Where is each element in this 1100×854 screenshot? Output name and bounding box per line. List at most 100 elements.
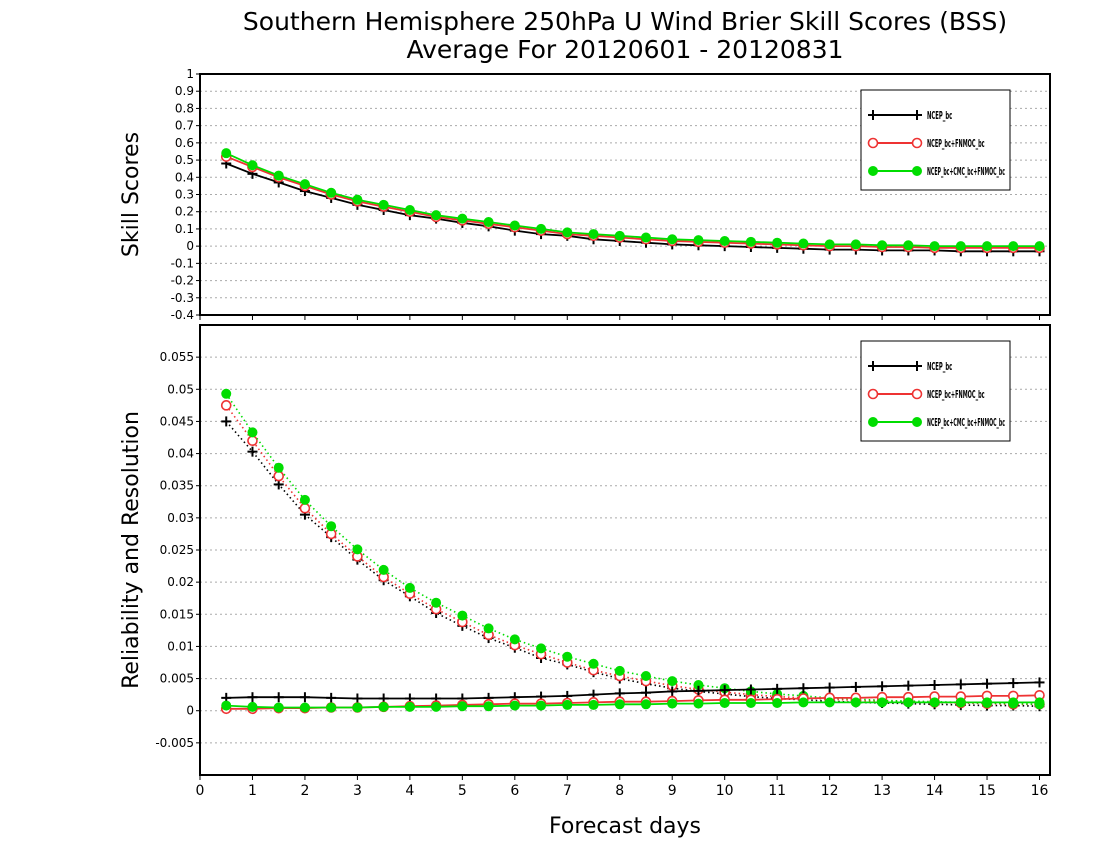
- bot-reliability-point: [562, 699, 573, 710]
- bot-reliability-point: [273, 692, 284, 703]
- top-legend-label: NCEP_bc+CMC_bc+FNMOC_bc: [927, 165, 1005, 178]
- bot-reliability-series-2: [221, 697, 1045, 713]
- bot-reliability-series-0: [221, 677, 1045, 704]
- bot-resolution-point: [247, 427, 258, 438]
- bot-reliability-point: [877, 681, 888, 692]
- bot-xtick-label: 6: [510, 783, 519, 799]
- bot-ytick-label: 0.015: [160, 607, 194, 621]
- top-legend-marker: [912, 166, 922, 176]
- bot-resolution-point: [509, 634, 520, 645]
- top-skill-point: [588, 229, 599, 240]
- top-skill-point: [824, 239, 835, 250]
- bot-ytick-label: 0.025: [160, 543, 194, 557]
- bot-ytick-label: 0.04: [167, 447, 194, 461]
- bot-legend: NCEP_bc NCEP_bc+FNMOC_bc NCEP_bc+CMC_bc+FN…: [860, 340, 1011, 442]
- bot-resolution-point: [457, 610, 468, 621]
- top-legend-label: NCEP_bc: [927, 109, 952, 122]
- bot-xtick-label: 13: [873, 783, 891, 799]
- bot-xtick-label: 9: [668, 783, 677, 799]
- bot-reliability-point: [903, 680, 914, 691]
- bot-reliability-point: [640, 687, 651, 698]
- bot-reliability-point: [378, 701, 389, 712]
- bot-frame: [199, 324, 1051, 776]
- bot-resolution-point: [562, 651, 573, 662]
- top-skill-point: [850, 239, 861, 250]
- bot-resolution-point: [221, 388, 232, 399]
- bot-resolution-point: [221, 416, 232, 427]
- top-skill-point: [640, 232, 651, 243]
- top-legend-box: [860, 89, 1011, 191]
- top-ytick-label: 0.6: [175, 136, 194, 150]
- bot-resolution-point: [483, 623, 494, 634]
- bot-resolution-line-0: [225, 420, 1040, 707]
- bot-reliability-point: [640, 699, 651, 710]
- top-skill-point: [352, 194, 363, 205]
- top-skill-point: [483, 217, 494, 228]
- chart-subtitle: Average For 20120601 - 20120831: [406, 35, 843, 64]
- bot-legend-label: NCEP_bc+FNMOC_bc: [927, 388, 985, 401]
- bot-reliability-point: [299, 692, 310, 703]
- bot-reliability-point: [326, 692, 337, 703]
- top-skill-point: [221, 148, 232, 159]
- bot-ytick-label: -0.005: [155, 736, 194, 750]
- skill-scores-panel: 1 0.9 0.8 0.7 0.6 0.5 0.4 0.3 0.2 0.1 0 -0.1 -0.2 -0.…: [119, 67, 1051, 322]
- bot-reliability-point: [745, 698, 756, 708]
- bot-legend-box: [860, 340, 1011, 442]
- bot-reliability-point: [745, 684, 756, 695]
- bot-resolution-point: [536, 643, 547, 654]
- top-ytick-label: 0.2: [175, 205, 194, 219]
- bot-resolution-line-2: [225, 393, 1040, 706]
- bot-ytick-label: 0.005: [160, 672, 194, 686]
- bot-reliability-point: [719, 685, 730, 696]
- bot-resolution-point: [588, 658, 599, 669]
- bot-resolution-point: [299, 494, 310, 505]
- bot-resolution-point: [378, 564, 389, 575]
- top-ytick-label: 0.3: [175, 188, 194, 202]
- bot-reliability-point: [693, 685, 704, 696]
- bot-resolution-point: [640, 671, 651, 681]
- bot-ytick-label: 0: [186, 704, 194, 718]
- bot-reliability-point: [877, 697, 888, 708]
- top-ytick-label: 0.1: [175, 222, 194, 236]
- bot-legend-marker: [912, 417, 922, 427]
- top-skill-point: [929, 241, 940, 252]
- bot-reliability-point: [798, 697, 809, 708]
- top-skill-point: [299, 179, 310, 190]
- bot-ylabel: Reliability and Resolution: [119, 411, 144, 689]
- bot-resolution-point: [273, 470, 285, 482]
- bot-xtick-label: 2: [300, 783, 309, 799]
- bot-ytick-label: 0.035: [160, 479, 194, 493]
- bot-legend-marker: [868, 361, 878, 371]
- bot-xtick-label: 8: [615, 783, 624, 799]
- bot-reliability-point: [955, 679, 966, 690]
- bot-resolution-point: [247, 435, 258, 447]
- bot-ytick-label: 0.05: [167, 382, 194, 396]
- bot-reliability-point: [299, 702, 310, 713]
- bot-reliability-point: [588, 699, 599, 710]
- top-ytick-label: 0.9: [175, 84, 194, 98]
- bot-resolution-point: [431, 597, 442, 608]
- top-legend: NCEP_bc NCEP_bc+FNMOC_bc NCEP_bc+CMC_bc+FN…: [860, 89, 1011, 191]
- top-skill-point: [273, 170, 284, 181]
- bot-resolution-point: [667, 676, 678, 687]
- top-skill-point: [326, 187, 337, 198]
- top-skill-point: [404, 204, 415, 215]
- top-ytick-label: -0.4: [171, 308, 194, 322]
- top-skill-point: [247, 160, 258, 171]
- bot-reliability-point: [824, 682, 835, 693]
- bot-xtick-label: 10: [716, 783, 734, 799]
- reliability-resolution-panel: 0.055 0.05 0.045 0.04 0.035 0.03 0.025 0.02 0.01…: [119, 324, 1051, 839]
- top-skill-point: [903, 240, 914, 251]
- top-ytick-label: -0.1: [171, 256, 194, 270]
- bot-reliability-point: [1008, 678, 1019, 689]
- top-skill-point: [745, 236, 756, 247]
- bot-xtick-label: 12: [821, 783, 839, 799]
- bot-xtick-label: 5: [458, 783, 467, 799]
- top-ytick-label: 0.8: [175, 101, 194, 115]
- bot-legend-marker: [911, 388, 923, 400]
- bot-resolution-point: [352, 544, 363, 555]
- top-ytick-label: -0.3: [171, 291, 194, 305]
- bot-legend-label: NCEP_bc: [927, 360, 952, 373]
- bot-resolution-line-1: [225, 404, 1040, 706]
